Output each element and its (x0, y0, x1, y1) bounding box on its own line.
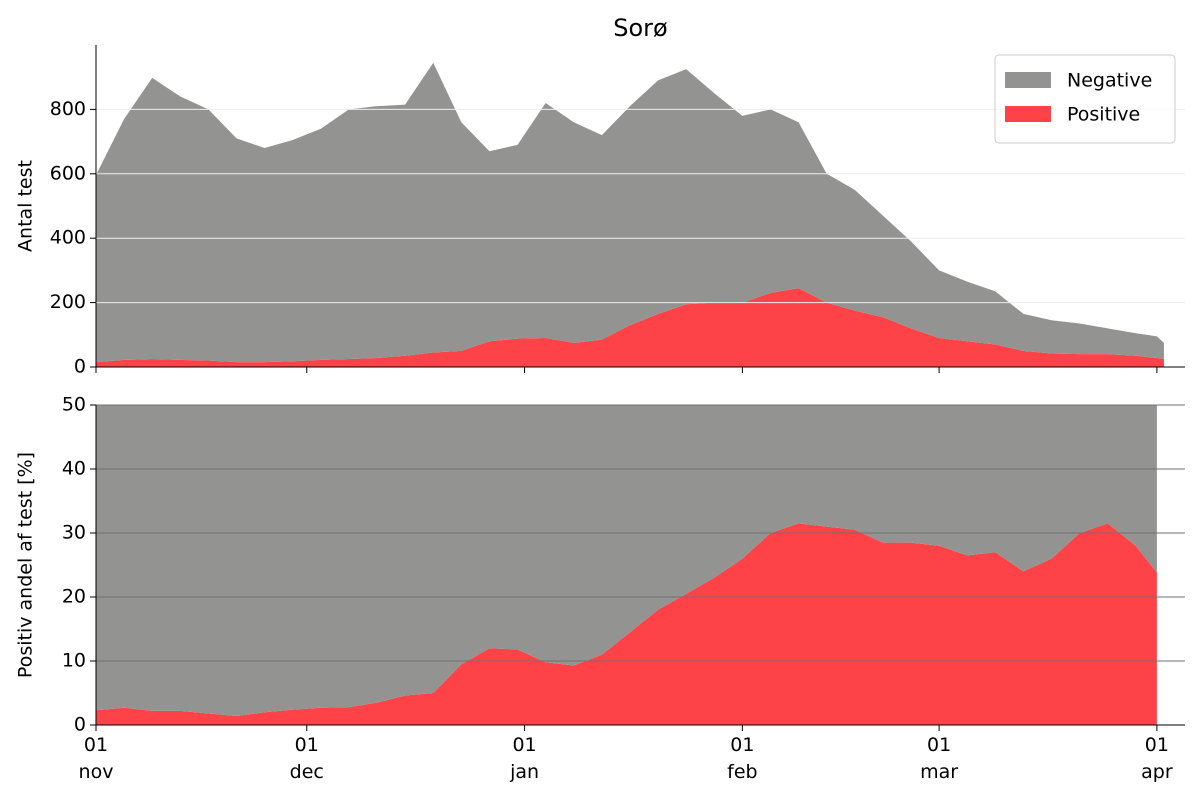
y-tick-label: 20 (62, 586, 86, 608)
y-tick-label: 0 (74, 714, 86, 736)
y-axis-label: Positiv andel af test [%] (15, 452, 37, 678)
y-tick-label: 800 (50, 98, 86, 120)
y-tick-label: 30 (62, 522, 86, 544)
y-tick-label: 40 (62, 458, 86, 480)
x-tick-label: 01 dec (290, 734, 324, 783)
legend-label: Negative (1067, 70, 1152, 92)
y-tick-label: 600 (50, 162, 86, 184)
y-tick-label: 400 (50, 227, 86, 249)
legend-box (994, 54, 1176, 144)
area (96, 288, 1164, 367)
y-tick-label: 200 (50, 291, 86, 313)
x-tick-label: 01 mar (920, 734, 958, 783)
x-tick-label: 01 nov (79, 734, 114, 783)
x-tick-label: 01 jan (509, 734, 539, 783)
area (96, 62, 1164, 363)
area (96, 405, 1157, 717)
y-tick-label: 0 (74, 356, 86, 378)
chart-title: Sorø (613, 14, 667, 42)
plot-area (96, 62, 1164, 367)
x-tick-label: 01 apr (1141, 734, 1173, 783)
legend-label: Positive (1067, 104, 1140, 126)
x-tick-label: 01 feb (727, 734, 757, 783)
legend-swatch (1005, 72, 1051, 88)
plot-area (96, 405, 1157, 725)
area (96, 523, 1157, 725)
y-tick-label: 10 (62, 650, 86, 672)
legend-swatch (1005, 106, 1051, 122)
y-axis-label: Antal test (15, 160, 37, 252)
y-tick-label: 50 (62, 394, 86, 416)
